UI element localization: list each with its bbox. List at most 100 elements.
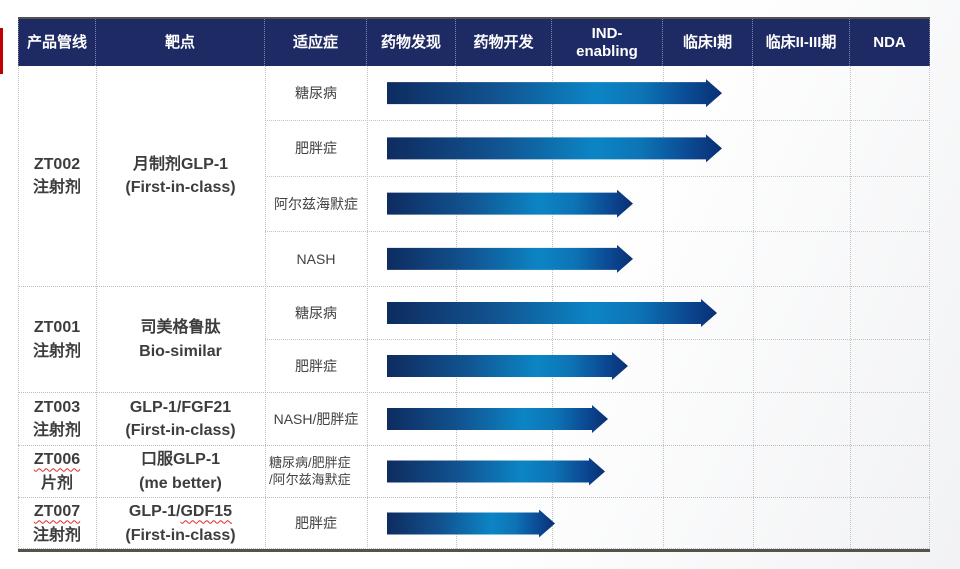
product-form: 注射剂: [32, 179, 81, 196]
pipeline-row: NASH/肥胖症: [265, 393, 930, 445]
target-label: 口服GLP-1 (me better): [96, 446, 265, 497]
product-form: 注射剂: [32, 342, 81, 360]
pipeline-row: 肥胖症: [265, 340, 930, 392]
product-label: ZT003 注射剂: [18, 393, 96, 445]
header-col-product-pipeline: 产品管线: [18, 19, 96, 66]
red-accent-bar: [0, 28, 3, 74]
stage-track: [367, 121, 930, 175]
stage-track: [367, 446, 930, 497]
indication-text: NASH: [296, 250, 336, 267]
header-label: NDA: [873, 33, 906, 51]
indication-text: NASH/肥胖症: [273, 410, 359, 427]
pipeline-table: 产品管线 靶点 适应症 药物发现 药物开发 IND-enabling 临床I期 …: [18, 17, 930, 552]
target-label: GLP-1/FGF21 (First-in-class): [96, 393, 265, 445]
target-name: GLP-1/FGF21: [130, 396, 231, 419]
pipeline-row: 糖尿病/肥胖症 /阿尔兹海默症: [265, 446, 930, 497]
column-divider: [18, 66, 19, 549]
group-rows: 肥胖症: [265, 498, 930, 549]
product-label: ZT007 注射剂: [18, 498, 96, 549]
product-group-zt002: ZT002 注射剂 月制剂GLP-1 (First-in-class) 糖尿病 …: [18, 66, 930, 287]
indication-label: 糖尿病: [265, 66, 367, 120]
product-group-zt003: ZT003 注射剂 GLP-1/FGF21 (First-in-class) N…: [18, 393, 930, 446]
header-label: IND-enabling: [576, 24, 638, 60]
target-label: 司美格鲁肽 Bio-similar: [96, 287, 265, 392]
stage-progress-arrow: [387, 510, 555, 538]
product-code: ZT007: [33, 503, 81, 521]
indication-text: 肥胖症: [295, 140, 337, 157]
header-col-clinical-phase-1: 临床I期: [663, 19, 753, 66]
target-text: GLP-1/FGF21: [129, 398, 232, 416]
column-divider: [753, 66, 754, 549]
product-group-zt001: ZT001 注射剂 司美格鲁肽 Bio-similar 糖尿病 肥胖症: [18, 287, 930, 393]
header-label: 临床I期: [682, 33, 733, 51]
header-label: 适应症: [292, 33, 338, 51]
stage-progress-arrow: [387, 405, 608, 433]
product-label: ZT006 片剂: [18, 446, 96, 497]
indication-text: 糖尿病: [295, 85, 337, 102]
table-top-border: [18, 17, 930, 19]
header-label: 药物开发: [473, 33, 534, 51]
target-label: 月制剂GLP-1 (First-in-class): [96, 66, 265, 286]
product-form: 片剂: [40, 474, 73, 492]
header-label: 药物发现: [380, 33, 441, 51]
target-text: 月制剂GLP-1: [132, 155, 229, 173]
group-rows: 糖尿病 肥胖症 阿尔兹海默症 NASH: [265, 66, 930, 286]
column-divider: [850, 66, 851, 549]
header-label: 产品管线: [26, 33, 87, 51]
product-code: ZT003: [33, 398, 81, 416]
indication-label: 阿尔兹海默症: [265, 177, 367, 231]
product-group-zt007: ZT007 注射剂 GLP-1/GDF15 (First-in-class) 肥…: [18, 498, 930, 549]
indication-text: /阿尔兹海默症: [269, 471, 351, 487]
stage-track: [367, 287, 930, 339]
target-name: 口服GLP-1: [141, 448, 220, 471]
indication-text: 糖尿病/肥胖症: [269, 454, 351, 470]
header-col-ind-enabling: IND-enabling: [552, 19, 663, 66]
product-label: ZT002 注射剂: [18, 66, 96, 286]
target-class: (First-in-class): [125, 526, 236, 544]
pipeline-row: 糖尿病: [265, 66, 930, 122]
indication-label: 肥胖症: [265, 121, 367, 175]
target-class: (First-in-class): [125, 422, 236, 439]
product-code: ZT002: [33, 155, 81, 173]
target-text: 口服GLP-1: [140, 451, 221, 469]
pipeline-row: 肥胖症: [265, 121, 930, 177]
product-form: 注射剂: [32, 526, 81, 544]
stage-track: [367, 177, 930, 231]
stage-track: [367, 66, 930, 120]
table-bottom-border: [18, 549, 930, 552]
stage-progress-arrow: [387, 299, 717, 327]
product-code: ZT001: [33, 319, 81, 337]
target-class: (me better): [139, 474, 222, 492]
column-divider: [96, 66, 97, 549]
table-header-row: 产品管线 靶点 适应症 药物发现 药物开发 IND-enabling 临床I期 …: [18, 19, 930, 66]
indication-text: 肥胖症: [295, 357, 337, 374]
target-label: GLP-1/GDF15 (First-in-class): [96, 498, 265, 549]
target-text-wavy: GDF15: [180, 503, 233, 521]
stage-progress-arrow: [387, 352, 628, 380]
header-col-indication: 适应症: [265, 19, 367, 66]
pipeline-row: 糖尿病: [265, 287, 930, 340]
stage-track: [367, 232, 930, 286]
stage-track: [367, 340, 930, 392]
header-col-drug-discovery: 药物发现: [367, 19, 456, 66]
pipeline-row: 肥胖症: [265, 498, 930, 549]
table-body: ZT002 注射剂 月制剂GLP-1 (First-in-class) 糖尿病 …: [18, 66, 930, 549]
indication-label: 糖尿病/肥胖症 /阿尔兹海默症: [265, 446, 367, 497]
header-col-clinical-phase-2-3: 临床II-III期: [753, 19, 850, 66]
pipeline-row: 阿尔兹海默症: [265, 177, 930, 232]
header-col-nda: NDA: [850, 19, 930, 66]
header-col-drug-development: 药物开发: [456, 19, 552, 66]
header-label: 靶点: [164, 33, 195, 51]
stage-progress-arrow: [387, 79, 722, 107]
indication-label: 肥胖症: [265, 498, 367, 549]
column-divider: [367, 66, 368, 549]
indication-label: NASH/肥胖症: [265, 393, 367, 445]
column-divider: [929, 66, 930, 549]
group-rows: 糖尿病/肥胖症 /阿尔兹海默症: [265, 446, 930, 497]
target-name: GLP-1/GDF15: [129, 500, 232, 523]
stage-progress-arrow: [387, 190, 633, 218]
stage-progress-arrow: [387, 134, 722, 162]
header-label: 临床II-III期: [765, 33, 837, 51]
target-name: 司美格鲁肽: [140, 316, 220, 339]
